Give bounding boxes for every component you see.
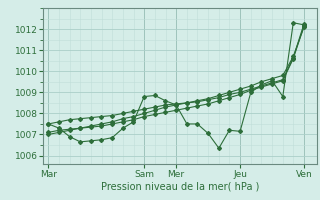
X-axis label: Pression niveau de la mer( hPa ): Pression niveau de la mer( hPa ) (101, 181, 259, 191)
